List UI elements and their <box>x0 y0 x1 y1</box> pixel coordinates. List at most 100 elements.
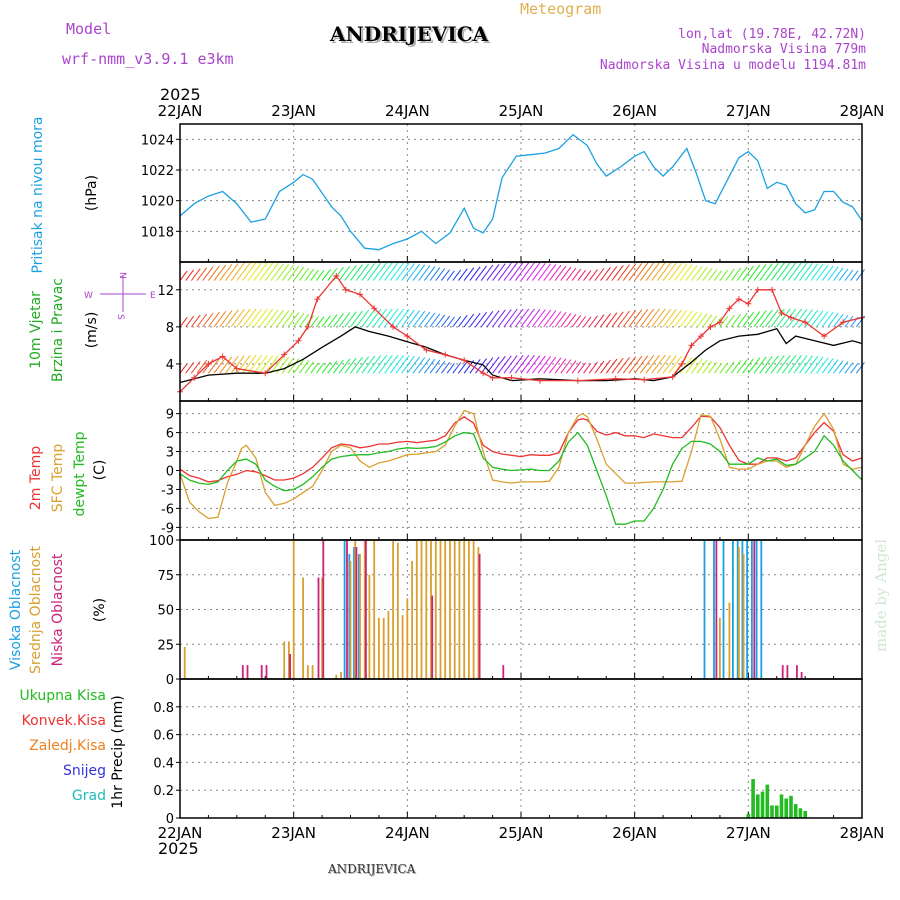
wind-barb <box>759 263 773 281</box>
station-title-shadow: ANDRIJEVICA <box>331 24 491 48</box>
wind-barb <box>185 269 195 281</box>
wind-barb <box>259 262 274 281</box>
wind-barb <box>208 265 220 281</box>
wind-barb <box>560 313 572 328</box>
wind-barb <box>264 309 279 328</box>
footer-station-shadow: ANDRIJEVICA <box>328 863 417 877</box>
time-label-bottom: 24JAN <box>385 824 430 842</box>
wind-barb <box>708 269 718 281</box>
pressure-title: Pritisak na nivou mora <box>30 116 46 273</box>
wind-barb <box>270 356 284 374</box>
wind-barb <box>696 359 708 374</box>
wind-barb <box>776 354 791 374</box>
wind-barb <box>605 266 618 281</box>
wind-barb <box>509 262 524 281</box>
wind-barb <box>747 357 761 374</box>
wind-barb <box>321 269 331 281</box>
gust-marker <box>304 323 311 330</box>
wind-barb <box>514 354 530 374</box>
wind-barb <box>520 354 535 374</box>
wind-barb <box>406 310 421 328</box>
wind-barb <box>793 262 808 281</box>
wind-barb <box>600 359 611 374</box>
series-bar <box>736 540 739 679</box>
wind-barb <box>747 311 761 328</box>
series-bar <box>241 665 244 679</box>
wind-barb <box>560 266 572 281</box>
wind-barb <box>531 355 546 374</box>
wind-barb <box>725 315 735 328</box>
series-bar <box>349 560 352 679</box>
wind-barb <box>668 263 682 281</box>
wind-barb <box>816 357 829 374</box>
precip-unit: (mm) <box>110 695 126 733</box>
y-tick-label: 0.4 <box>153 756 174 771</box>
y-tick-label: 0 <box>166 673 174 688</box>
y-tick-label: 100 <box>149 534 174 549</box>
wind-barb <box>503 262 518 281</box>
wind-barb <box>213 310 227 328</box>
wind-direction-legend: W E N S <box>84 272 156 320</box>
wind-barb <box>395 309 410 328</box>
wind-barb <box>281 357 295 374</box>
wind-barb <box>850 270 859 281</box>
wind-barb <box>333 313 344 328</box>
wind-barb <box>196 313 208 328</box>
wind-barb <box>310 362 319 374</box>
wind-barb <box>611 357 624 374</box>
series-bar <box>317 577 320 679</box>
legend-snow: Snijeg <box>63 763 106 779</box>
wind-barb <box>634 309 649 328</box>
series-bar <box>321 577 323 679</box>
wind-barb <box>298 267 310 281</box>
wind-barb <box>378 262 393 281</box>
wind-barb <box>315 316 325 328</box>
wind-barb <box>230 309 245 328</box>
time-label-top: 28JAN <box>840 102 885 120</box>
wind-barb <box>372 262 388 281</box>
series-line <box>179 409 863 520</box>
wind-barb <box>253 262 268 281</box>
series-bar <box>363 540 366 679</box>
dir-east-label: E <box>150 291 156 301</box>
wind-barb <box>639 262 655 281</box>
series-bar <box>800 672 803 679</box>
wind-barb <box>526 355 541 374</box>
wind-barb <box>355 263 370 281</box>
wind-barb <box>719 362 729 374</box>
wind-barb <box>799 309 813 328</box>
wind-barb <box>480 264 494 281</box>
gust-marker <box>423 347 430 354</box>
wind-barb <box>838 361 849 374</box>
wind-barb <box>270 309 284 328</box>
wind-barb <box>827 359 839 374</box>
wind-barb <box>463 267 475 281</box>
wind-barb <box>742 358 754 374</box>
wind-barb <box>617 310 630 328</box>
wind-barb <box>327 267 338 281</box>
wind-barb <box>566 360 577 374</box>
wind-barb <box>833 313 844 328</box>
series-bar <box>368 574 371 680</box>
series-bar <box>789 795 793 818</box>
wind-barb <box>526 262 541 281</box>
time-label-bottom: 25JAN <box>499 824 544 842</box>
gust-marker <box>404 333 411 340</box>
wind-barb <box>247 262 263 281</box>
wind-barb <box>304 268 314 281</box>
wind-barb <box>583 362 592 374</box>
wind-barb <box>759 309 773 328</box>
time-label-top: 27JAN <box>726 102 771 120</box>
y-tick-label: 9 <box>166 408 174 423</box>
series-bar <box>502 665 505 679</box>
wind-barb <box>657 355 672 374</box>
wind-barb <box>764 355 779 374</box>
wind-barb <box>458 361 468 374</box>
wind-barb <box>321 361 331 374</box>
series-bar <box>373 540 376 679</box>
wind-barb <box>844 362 854 374</box>
wind-barb <box>583 316 592 328</box>
wind-barb <box>594 314 605 328</box>
wind-barb <box>588 315 598 328</box>
